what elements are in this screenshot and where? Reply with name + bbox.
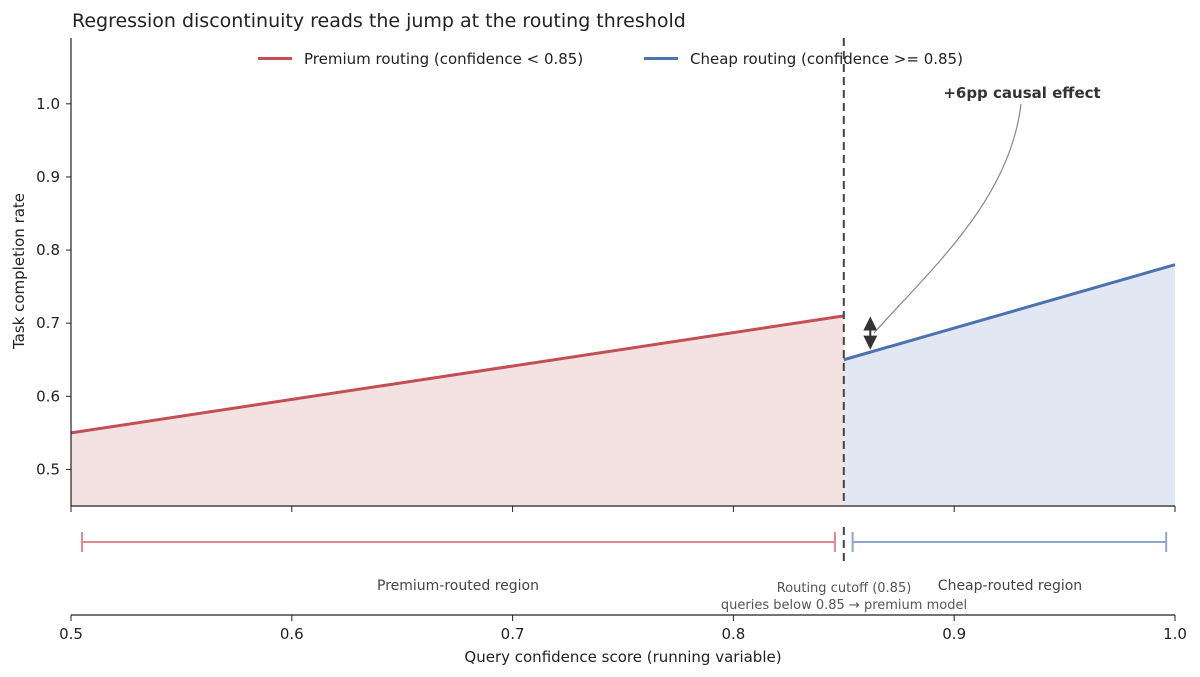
x-tick-label: 0.5 <box>59 625 83 643</box>
y-tick-label: 0.9 <box>36 168 60 186</box>
legend-label-cheap: Cheap routing (confidence >= 0.85) <box>690 50 963 68</box>
series-1-area <box>843 264 1175 506</box>
x-axis-label: Query confidence score (running variable… <box>464 648 781 666</box>
y-tick-label: 0.7 <box>36 314 60 332</box>
main-plot-area: 0.5 0.6 0.7 0.8 0.9 1.0 <box>36 38 1176 512</box>
x-tick-label: 0.8 <box>721 625 745 643</box>
chart-title: Regression discontinuity reads the jump … <box>72 10 686 32</box>
x-tick-label: 1.0 <box>1163 625 1187 643</box>
annotation-connector <box>873 103 1022 334</box>
y-tick-label: 0.5 <box>36 460 60 478</box>
x-tick-label: 0.6 <box>280 625 304 643</box>
series-0-area <box>71 315 844 506</box>
cutoff-label-line1: Routing cutoff (0.85) <box>777 581 912 596</box>
region-panel: 0.5 0.6 0.7 0.8 0.9 1.0 <box>59 527 1187 643</box>
legend-label-premium: Premium routing (confidence < 0.85) <box>304 50 583 68</box>
y-axis-label: Task completion rate <box>10 193 28 350</box>
cutoff-label-line2: queries below 0.85 → premium model <box>721 598 967 613</box>
cheap-region-label: Cheap-routed region <box>938 578 1082 594</box>
legend: Premium routing (confidence < 0.85) Chea… <box>258 50 963 68</box>
y-tick-label: 0.8 <box>36 241 60 259</box>
series-0-line <box>70 314 845 435</box>
premium-region-label: Premium-routed region <box>377 578 539 594</box>
series-1-line <box>843 263 1176 362</box>
x-tick-label: 0.9 <box>942 625 966 643</box>
effect-annotation: +6pp causal effect <box>943 84 1100 102</box>
y-tick-label: 0.6 <box>36 387 60 405</box>
x-tick-label: 0.7 <box>501 625 525 643</box>
y-tick-label: 1.0 <box>36 95 60 113</box>
